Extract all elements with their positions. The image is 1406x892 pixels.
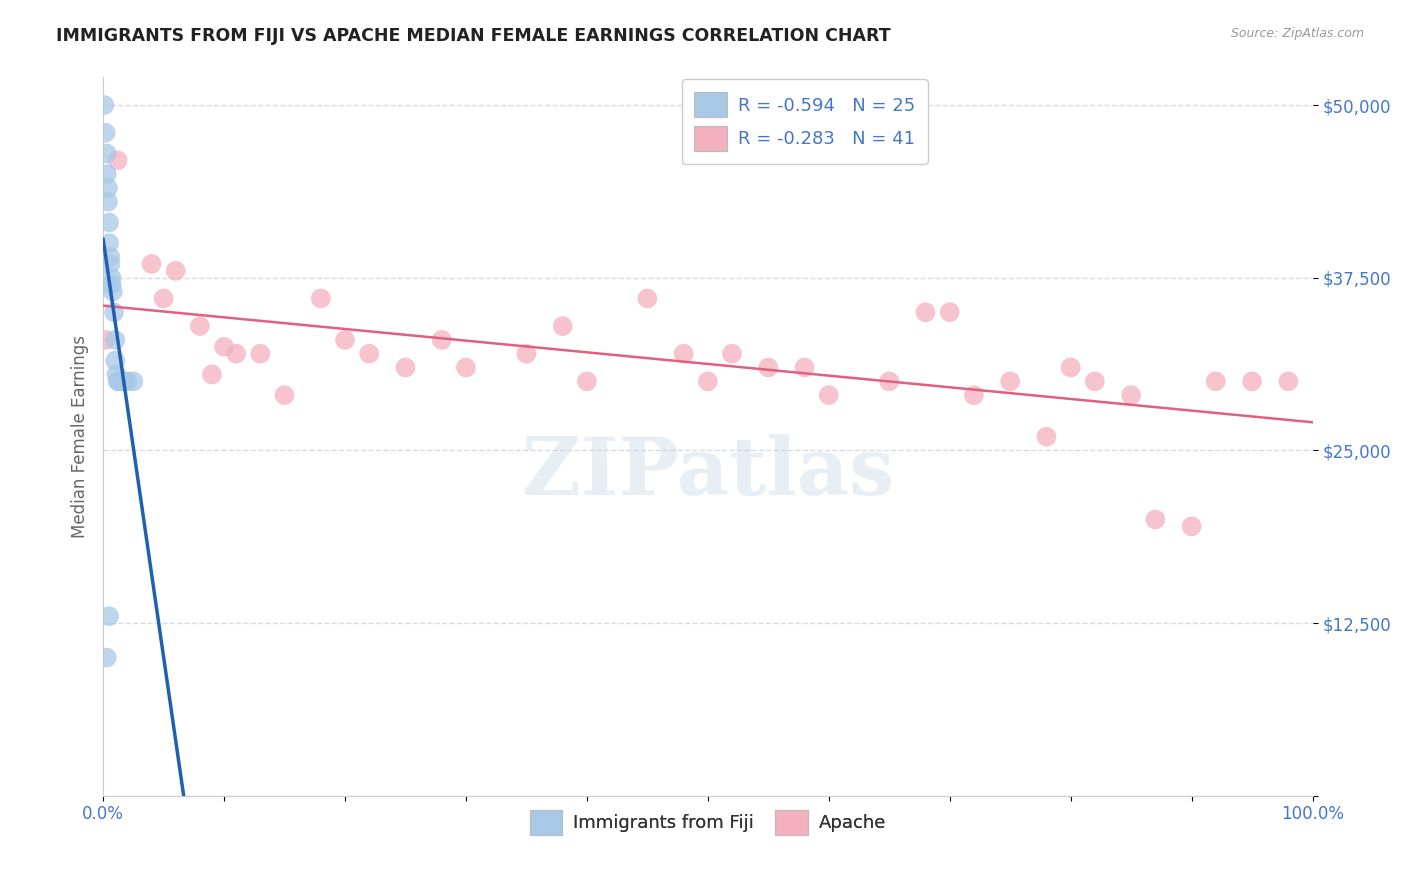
Point bbox=[103, 305, 125, 319]
Point bbox=[817, 388, 839, 402]
Point bbox=[117, 375, 139, 389]
Point bbox=[101, 285, 124, 299]
Point bbox=[152, 292, 174, 306]
Point bbox=[104, 333, 127, 347]
Point bbox=[1084, 375, 1107, 389]
Point bbox=[998, 375, 1021, 389]
Point bbox=[1277, 375, 1299, 389]
Point bbox=[212, 340, 235, 354]
Point bbox=[454, 360, 477, 375]
Point bbox=[963, 388, 986, 402]
Point bbox=[122, 375, 145, 389]
Point bbox=[696, 375, 718, 389]
Point bbox=[96, 146, 118, 161]
Point bbox=[107, 375, 129, 389]
Point bbox=[1144, 512, 1167, 526]
Point bbox=[188, 319, 211, 334]
Point bbox=[394, 360, 416, 375]
Legend: Immigrants from Fiji, Apache: Immigrants from Fiji, Apache bbox=[520, 801, 896, 844]
Point bbox=[100, 250, 122, 264]
Y-axis label: Median Female Earnings: Median Female Earnings bbox=[72, 335, 89, 538]
Point bbox=[114, 375, 136, 389]
Point bbox=[141, 257, 163, 271]
Point bbox=[100, 257, 122, 271]
Point bbox=[97, 194, 120, 209]
Point bbox=[108, 375, 131, 389]
Point bbox=[1181, 519, 1204, 533]
Point bbox=[107, 153, 129, 168]
Point bbox=[1119, 388, 1142, 402]
Point bbox=[98, 215, 121, 229]
Point bbox=[93, 98, 115, 112]
Point bbox=[309, 292, 332, 306]
Point bbox=[96, 167, 118, 181]
Point bbox=[430, 333, 453, 347]
Point bbox=[98, 236, 121, 251]
Point bbox=[1059, 360, 1081, 375]
Point bbox=[110, 375, 132, 389]
Point bbox=[756, 360, 779, 375]
Point bbox=[1241, 375, 1264, 389]
Point bbox=[94, 126, 117, 140]
Point bbox=[721, 347, 744, 361]
Point bbox=[938, 305, 960, 319]
Text: Source: ZipAtlas.com: Source: ZipAtlas.com bbox=[1230, 27, 1364, 40]
Text: ZIPatlas: ZIPatlas bbox=[522, 434, 894, 511]
Point bbox=[98, 609, 121, 624]
Point bbox=[333, 333, 356, 347]
Point bbox=[877, 375, 900, 389]
Point bbox=[104, 353, 127, 368]
Point bbox=[100, 270, 122, 285]
Point bbox=[96, 650, 118, 665]
Point bbox=[94, 333, 117, 347]
Point bbox=[672, 347, 695, 361]
Point bbox=[100, 277, 122, 292]
Point bbox=[515, 347, 537, 361]
Point bbox=[273, 388, 295, 402]
Point bbox=[97, 181, 120, 195]
Point bbox=[249, 347, 271, 361]
Point bbox=[225, 347, 247, 361]
Point bbox=[575, 375, 598, 389]
Point bbox=[359, 347, 381, 361]
Point bbox=[105, 368, 128, 382]
Point bbox=[636, 292, 658, 306]
Text: IMMIGRANTS FROM FIJI VS APACHE MEDIAN FEMALE EARNINGS CORRELATION CHART: IMMIGRANTS FROM FIJI VS APACHE MEDIAN FE… bbox=[56, 27, 891, 45]
Point bbox=[165, 264, 187, 278]
Point bbox=[793, 360, 815, 375]
Point bbox=[1035, 429, 1057, 443]
Point bbox=[201, 368, 224, 382]
Point bbox=[551, 319, 574, 334]
Point bbox=[1205, 375, 1227, 389]
Point bbox=[914, 305, 936, 319]
